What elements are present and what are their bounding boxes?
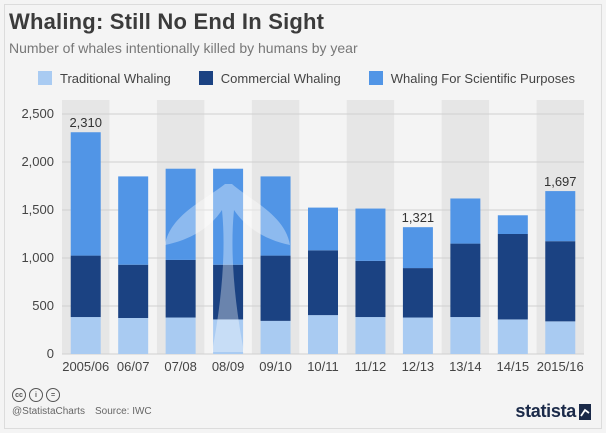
cc-icon: cc [12, 388, 26, 402]
whale-tail-watermark [165, 184, 290, 352]
footer-credits: cc i = @StatistaCharts Source: IWC [12, 388, 162, 417]
legend-swatch-scientific [368, 71, 383, 85]
bar-segment [355, 208, 386, 261]
legend-swatch-commercial [198, 71, 213, 85]
bar-segment [118, 318, 149, 354]
x-tick-label: 2005/06 [62, 359, 109, 374]
bar-segment [260, 255, 291, 321]
data-label: 1,321 [402, 210, 435, 225]
footer-handle: @StatistaCharts [12, 406, 85, 417]
bar-segment [355, 260, 386, 318]
x-tick-label: 06/07 [117, 359, 150, 374]
x-tick-label: 07/08 [164, 359, 197, 374]
bar-segment [497, 319, 528, 354]
bar-segment [165, 317, 196, 354]
data-label: 1,697 [544, 174, 577, 189]
legend-label-scientific: Whaling For Scientific Purposes [390, 70, 575, 86]
bar-segment [70, 317, 101, 354]
bar-segment [213, 319, 244, 354]
x-tick-label: 11/12 [355, 359, 387, 374]
no-derivatives-icon: = [46, 388, 60, 402]
bar-segment [497, 215, 528, 234]
bar-segment [402, 227, 433, 269]
statista-wordmark: statista [515, 401, 576, 421]
legend-swatch-traditional [38, 71, 52, 85]
x-tick-label: 08/09 [212, 359, 245, 374]
attribution-icon: i [29, 388, 43, 402]
bar-segment [545, 191, 576, 242]
bar-segment [70, 255, 101, 318]
legend-label-traditional: Traditional Whaling [60, 70, 171, 86]
license-icons: cc i = [12, 388, 162, 402]
bar-segment [118, 176, 149, 265]
legend-item-traditional: Traditional Whaling [38, 71, 171, 86]
bar-segment [260, 320, 291, 354]
bar-segment [450, 317, 481, 354]
x-tick-label: 2015/16 [537, 359, 584, 374]
bar-segment [165, 168, 196, 260]
bar-segment [402, 317, 433, 354]
x-tick-label: 10/11 [307, 359, 339, 374]
data-label: 2,310 [69, 115, 102, 130]
y-tick-label: 2,000 [21, 154, 54, 169]
y-tick-label: 1,000 [21, 250, 54, 265]
bar-segment [213, 168, 244, 265]
legend: Traditional Whaling Commercial Whaling W… [38, 67, 603, 89]
y-tick-label: 2,500 [21, 106, 54, 121]
bar-segment [450, 198, 481, 244]
statista-logo: statista [515, 401, 591, 422]
chart-subtitle: Number of whales intentionally killed by… [9, 40, 358, 56]
bar-segment [308, 207, 338, 251]
bar-segment [355, 317, 386, 354]
bar-segment [213, 264, 244, 320]
chart-title: Whaling: Still No End In Sight [9, 9, 325, 34]
legend-item-scientific: Whaling For Scientific Purposes [368, 70, 575, 86]
bar-segment [545, 241, 576, 322]
y-tick-label: 500 [32, 298, 54, 313]
bar-segment [308, 250, 338, 316]
footer-source: Source: IWC [94, 406, 152, 417]
x-tick-label: 09/10 [259, 359, 292, 374]
x-tick-label: 14/15 [497, 359, 530, 374]
x-tick-label: 12/13 [402, 359, 435, 374]
bar-segment [308, 315, 338, 354]
bar-segment [70, 132, 101, 256]
bar-segment [260, 176, 291, 256]
y-tick-label: 1,500 [21, 202, 54, 217]
legend-item-commercial: Commercial Whaling [198, 70, 341, 86]
x-tick-label: 13/14 [449, 359, 482, 374]
bar-segment [497, 234, 528, 320]
bar-segment [165, 259, 196, 318]
statista-mark-icon [579, 403, 591, 420]
bar-segment [545, 321, 576, 354]
bar-segment [402, 268, 433, 318]
bar-segment [450, 243, 481, 318]
y-tick-label: 0 [47, 346, 54, 361]
legend-label-commercial: Commercial Whaling [220, 70, 341, 86]
bar-segment [118, 264, 149, 318]
